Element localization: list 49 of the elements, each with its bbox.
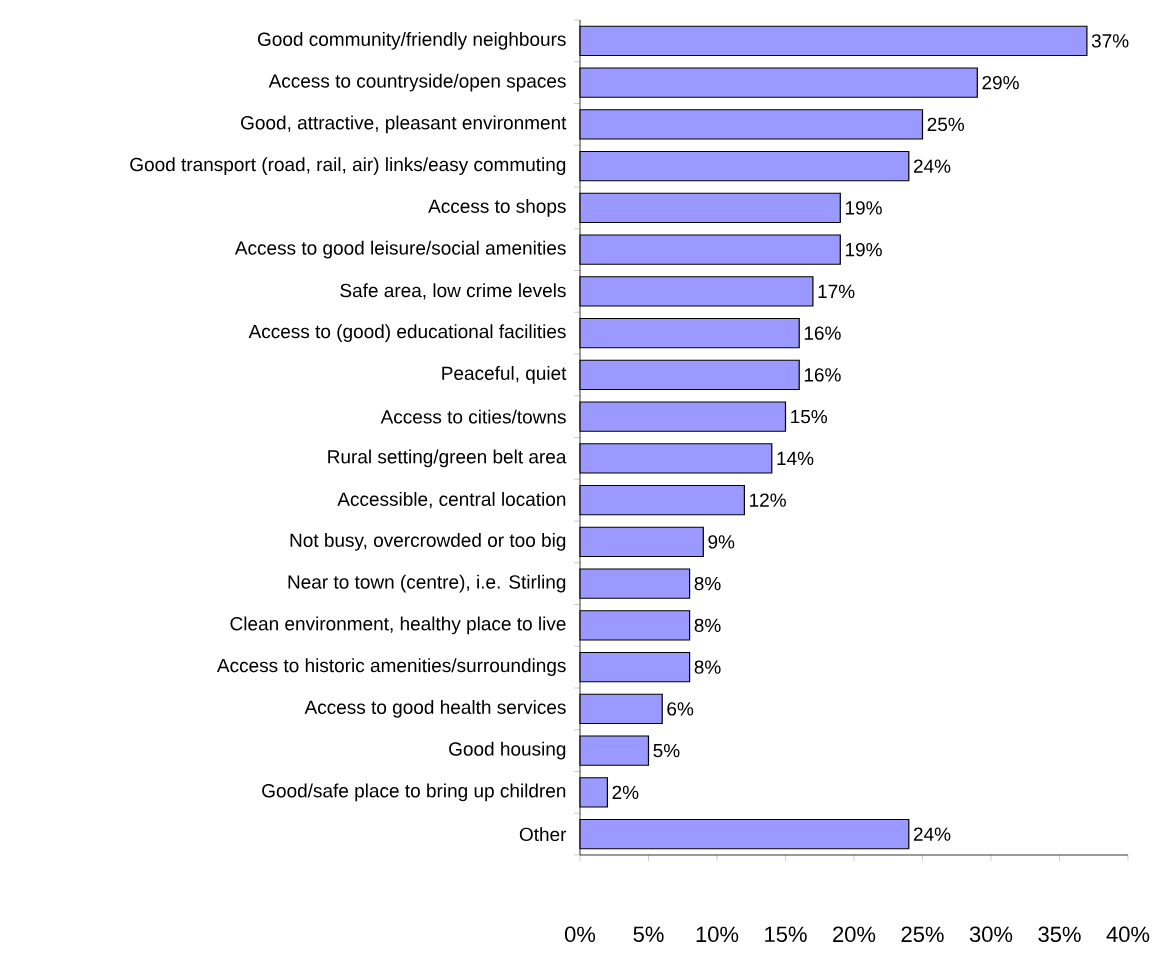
data-label: 8%	[694, 576, 721, 591]
y-tick-label: Access to shops	[428, 199, 566, 217]
data-label: 29%	[982, 75, 1019, 90]
data-label: 5%	[653, 743, 680, 758]
data-label: 2%	[612, 785, 639, 800]
y-tick-label: Peaceful, quiet	[442, 366, 567, 384]
data-label: 19%	[845, 201, 882, 215]
x-tick-label: 15%	[765, 926, 807, 943]
data-label: 37%	[1091, 34, 1129, 48]
x-tick-label: 20%	[833, 926, 876, 943]
data-label: 24%	[913, 159, 951, 173]
data-label: 8%	[694, 660, 721, 674]
y-tick-label: Other	[519, 827, 567, 842]
y-tick-label: Not busy, overcrowded or too big	[290, 533, 566, 551]
y-tick-label: Accessible, central location	[337, 492, 566, 509]
data-label: 17%	[818, 284, 855, 299]
x-tick-label: 40%	[1106, 926, 1150, 943]
y-tick-label: Access to good health services	[304, 700, 566, 718]
y-tick-label: Good housing	[449, 741, 566, 760]
y-tick-label: Access to historic amenities/surroundings	[216, 658, 566, 676]
x-tick-label: 30%	[969, 926, 1013, 943]
x-tick-label: 10%	[696, 926, 739, 943]
y-tick-label: Safe area, low crime levels	[340, 283, 566, 300]
x-tick-label: 25%	[901, 926, 944, 943]
y-tick-label: Near to town (centre), i.e. Stirling	[288, 574, 566, 593]
data-label: 14%	[777, 451, 814, 466]
x-tick-label: 0%	[564, 926, 596, 943]
y-tick-label: Good community/friendly neighbours	[257, 32, 566, 50]
data-label: 25%	[927, 117, 965, 132]
y-tick-label: Clean environment, healthy place to live	[230, 616, 566, 635]
data-label: 15%	[791, 409, 828, 424]
y-tick-label: Rural setting/green belt area	[328, 449, 567, 468]
data-label: 6%	[667, 702, 694, 716]
data-label: 24%	[913, 827, 951, 841]
x-tick-label: 5%	[633, 926, 664, 943]
data-label: 12%	[750, 493, 786, 507]
data-label: 16%	[804, 326, 841, 340]
y-tick-label: Good/safe place to bring up children	[262, 783, 566, 802]
data-label: 9%	[708, 535, 735, 549]
y-tick-label: Access to countryside/open spaces	[268, 73, 566, 92]
y-tick-label: Access to cities/towns	[380, 409, 566, 424]
x-tick-label: 35%	[1038, 926, 1081, 943]
y-tick-label: Good, attractive, pleasant environment	[241, 115, 567, 134]
data-label: 8%	[694, 618, 721, 633]
data-label: 19%	[845, 242, 882, 257]
y-tick-label: Good transport (road, rail, air) links/easy commuting	[130, 157, 566, 175]
y-tick-label: Access to (good) educational facilities	[248, 324, 566, 342]
data-label: 16%	[804, 368, 841, 382]
y-tick-label: Access to good leisure/social amenities	[234, 240, 566, 259]
